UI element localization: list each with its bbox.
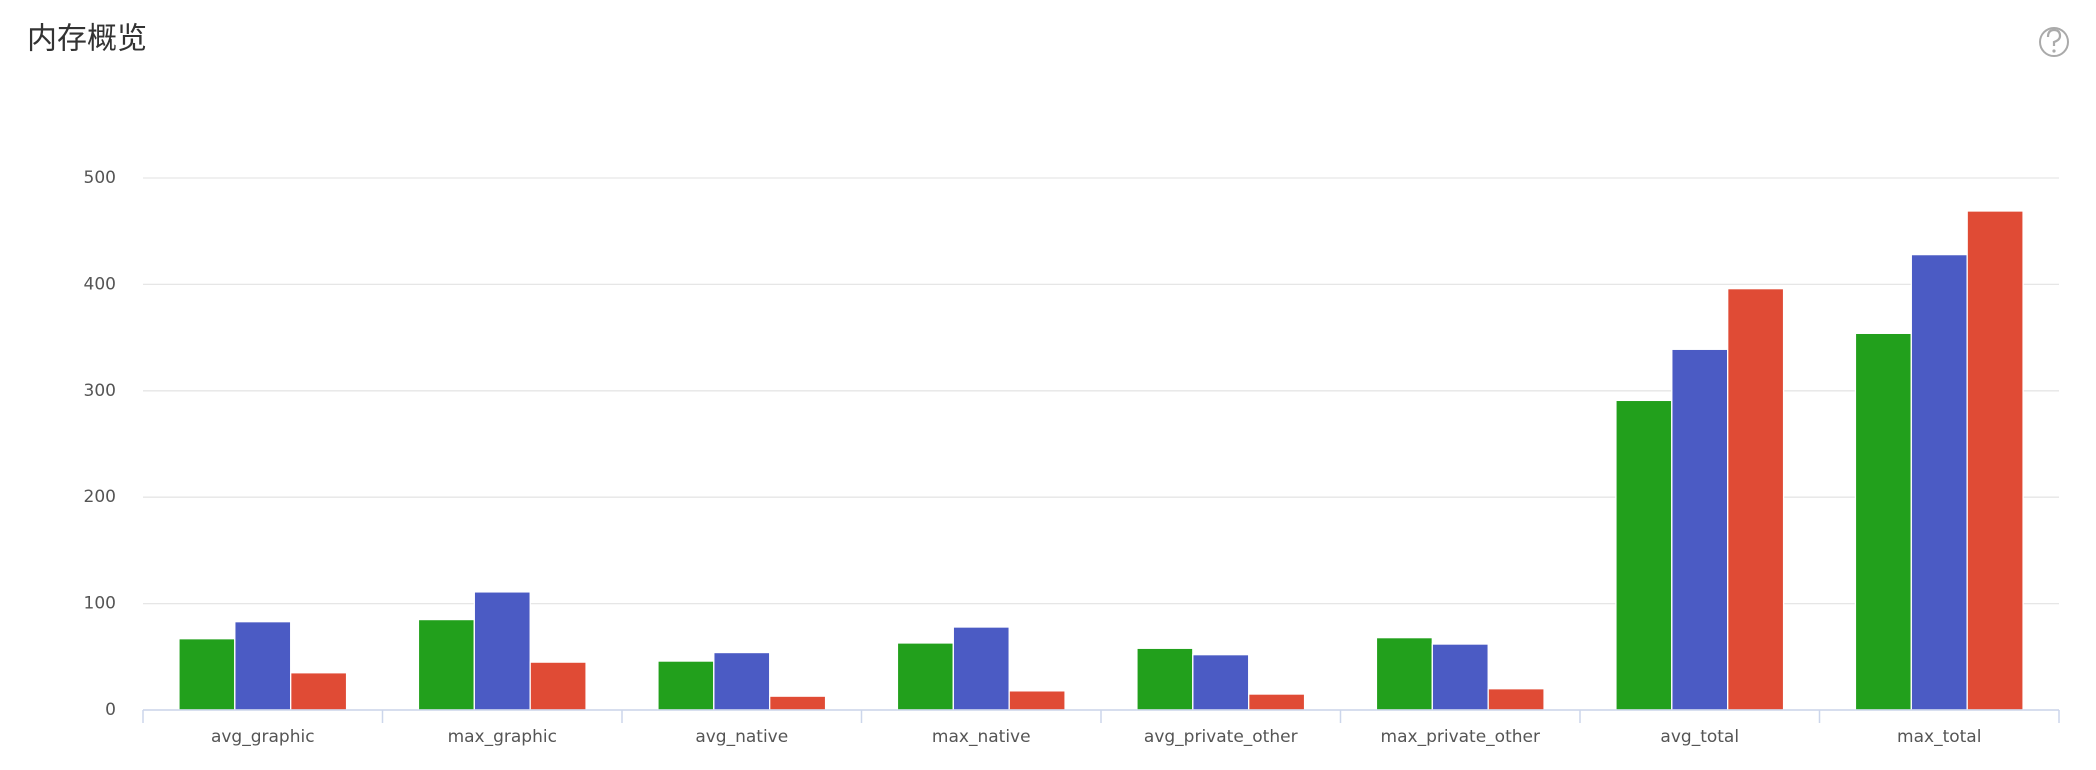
y-tick-label: 200 <box>84 487 116 507</box>
bar <box>1192 654 1250 711</box>
bar <box>1671 348 1729 711</box>
bar <box>1431 643 1489 711</box>
bar <box>417 618 475 711</box>
y-tick-label: 0 <box>105 700 116 720</box>
y-tick-label: 100 <box>84 594 116 614</box>
x-tick-label: max_private_other <box>1381 727 1540 747</box>
bar <box>1910 253 1968 711</box>
bar <box>1136 647 1194 711</box>
x-tick-label: max_total <box>1897 727 1981 747</box>
x-tick-label: avg_graphic <box>211 727 315 747</box>
bar <box>1966 210 2024 711</box>
bar <box>473 591 531 711</box>
bar <box>952 626 1010 711</box>
y-tick-label: 500 <box>84 168 116 188</box>
bar <box>178 638 236 711</box>
bar <box>529 661 587 711</box>
bar <box>1248 693 1306 711</box>
bar <box>1615 399 1673 711</box>
bar <box>1008 690 1066 711</box>
bar <box>1487 688 1545 711</box>
x-tick-label: avg_total <box>1660 727 1739 747</box>
x-tick-label: avg_private_other <box>1144 727 1298 747</box>
x-tick-label: avg_native <box>695 727 788 747</box>
x-tick-label: max_native <box>932 727 1031 747</box>
bar <box>1854 332 1912 711</box>
bar <box>234 621 292 711</box>
bar <box>1375 636 1433 711</box>
bar <box>657 660 715 711</box>
x-tick-label: max_graphic <box>448 727 557 747</box>
y-tick-label: 300 <box>84 381 116 401</box>
chart-title: 内存概览 <box>27 22 147 57</box>
bar <box>713 651 771 711</box>
bar <box>896 642 954 711</box>
bar <box>769 695 827 711</box>
y-tick-label: 400 <box>84 274 116 294</box>
help-icon[interactable] <box>2039 27 2069 57</box>
bar <box>290 672 348 711</box>
bar <box>1727 288 1785 711</box>
